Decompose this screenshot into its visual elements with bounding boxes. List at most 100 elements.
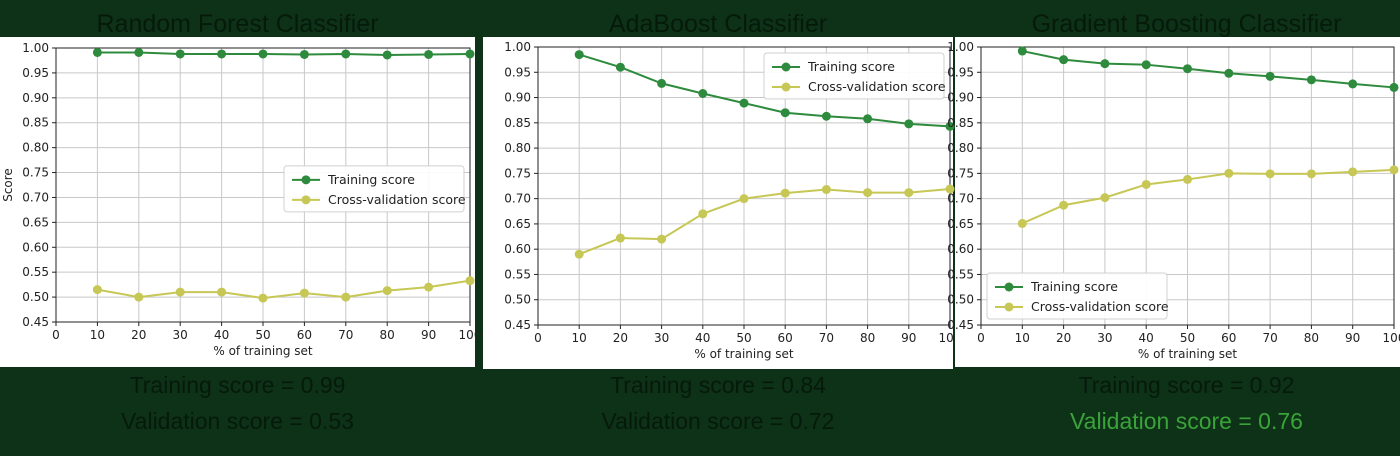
- data-point: [698, 209, 708, 219]
- data-point: [1265, 169, 1275, 179]
- data-point: [1059, 55, 1069, 65]
- data-point: [1265, 71, 1275, 81]
- legend-label: Cross-validation score: [1031, 299, 1169, 314]
- data-point: [1017, 218, 1027, 228]
- x-tick-label: 10: [90, 328, 105, 342]
- y-tick-label: 0.95: [947, 65, 974, 79]
- legend-box: [986, 272, 1168, 320]
- legend-swatch-marker: [781, 62, 791, 72]
- x-tick-label: 70: [819, 331, 834, 345]
- y-tick-label: 0.50: [504, 293, 531, 307]
- x-tick-label: 100: [1383, 331, 1400, 345]
- chart-title: AdaBoost Classifier: [608, 10, 828, 38]
- y-tick-label: 0.90: [22, 91, 49, 105]
- legend-label: Training score: [807, 59, 895, 74]
- data-point: [258, 49, 268, 59]
- y-tick-label: 0.55: [947, 267, 974, 281]
- x-tick-label: 30: [654, 331, 669, 345]
- data-point: [258, 293, 268, 303]
- legend-swatch-marker: [1004, 282, 1014, 292]
- x-tick-label: 60: [778, 331, 793, 345]
- x-tick-label: 10: [572, 331, 587, 345]
- x-tick-label: 80: [1304, 331, 1319, 345]
- y-tick-label: 0.70: [504, 192, 531, 206]
- y-tick-label: 0.80: [22, 141, 49, 155]
- legend-label: Training score: [327, 172, 415, 187]
- data-point: [1017, 46, 1027, 56]
- data-point: [657, 78, 667, 88]
- data-point: [904, 119, 914, 129]
- x-tick-label: 90: [421, 328, 436, 342]
- x-tick-label: 30: [173, 328, 188, 342]
- y-tick-label: 1.00: [504, 40, 531, 54]
- data-point: [465, 49, 475, 59]
- validation-score-summary: Validation score = 0.76: [1070, 408, 1303, 434]
- data-point: [134, 47, 144, 57]
- x-tick-label: 70: [338, 328, 353, 342]
- data-point: [217, 287, 227, 297]
- data-point: [175, 49, 185, 59]
- data-point: [863, 188, 873, 198]
- legend-swatch-marker: [781, 82, 791, 92]
- chart-random-forest: 0.45 0.50 0.55 0.60 0.65 0.70 0.75 0.80 0.85 0.90…: [1, 41, 481, 358]
- y-tick-label: 0.60: [22, 240, 49, 254]
- data-point: [134, 292, 144, 302]
- x-tick-label: 90: [901, 331, 916, 345]
- data-point: [1389, 82, 1399, 92]
- x-tick-label: 50: [255, 328, 270, 342]
- data-point: [92, 285, 102, 295]
- y-tick-label: 0.65: [947, 217, 974, 231]
- data-point: [175, 287, 185, 297]
- training-score-summary: Training score = 0.99: [129, 372, 346, 398]
- series-line-validation: [97, 279, 471, 300]
- data-point: [465, 276, 475, 286]
- legend: Training score Cross-validation score: [986, 272, 1169, 320]
- panel-gradient-boosting: Gradient Boosting Classifier 0.45 0.50 0.5…: [947, 0, 1400, 456]
- data-point: [945, 121, 955, 131]
- data-point: [424, 282, 434, 292]
- x-tick-label: 0: [534, 331, 542, 345]
- x-tick-label: 40: [695, 331, 710, 345]
- y-tick-label: 0.45: [504, 318, 531, 332]
- data-point: [1183, 174, 1192, 184]
- x-tick-label: 40: [214, 328, 229, 342]
- x-tick-label: 20: [613, 331, 628, 345]
- plot-frame: [980, 46, 1395, 326]
- y-tick-label: 0.80: [504, 141, 531, 155]
- data-point: [615, 233, 625, 243]
- x-tick-label: 100: [459, 328, 482, 342]
- data-point: [1306, 169, 1316, 179]
- data-point: [821, 185, 831, 195]
- y-tick-label: 0.75: [947, 166, 974, 180]
- y-tick-label: 0.95: [504, 65, 531, 79]
- data-point: [863, 114, 873, 124]
- x-tick-label: 60: [1221, 331, 1236, 345]
- y-tick-label: 0.85: [947, 116, 974, 130]
- y-tick-label: 0.55: [504, 267, 531, 281]
- data-point: [1389, 165, 1399, 175]
- data-point: [299, 49, 309, 59]
- x-tick-label: 0: [52, 328, 60, 342]
- y-tick-label: 0.85: [22, 116, 49, 130]
- y-tick-label: 0.70: [947, 192, 974, 206]
- data-point: [1224, 68, 1234, 78]
- y-tick-label: 0.90: [504, 91, 531, 105]
- x-tick-label: 10: [1015, 331, 1030, 345]
- chart-title: Random Forest Classifier: [96, 10, 379, 38]
- data-point: [382, 50, 392, 60]
- data-point: [1100, 193, 1110, 203]
- legend-box: [283, 165, 465, 213]
- training-score-summary: Training score = 0.92: [1078, 372, 1295, 398]
- legend-label: Cross-validation score: [328, 192, 466, 207]
- data-point: [780, 108, 790, 118]
- x-axis-title: % of training set: [213, 344, 313, 358]
- x-tick-label: 20: [131, 328, 146, 342]
- data-point: [299, 288, 309, 298]
- data-point: [217, 49, 227, 59]
- y-tick-label: 0.90: [947, 91, 974, 105]
- data-point: [1059, 200, 1069, 210]
- data-point: [1306, 75, 1316, 85]
- data-point: [92, 47, 102, 57]
- y-axis-title: Score: [1, 168, 15, 202]
- data-point: [615, 62, 625, 72]
